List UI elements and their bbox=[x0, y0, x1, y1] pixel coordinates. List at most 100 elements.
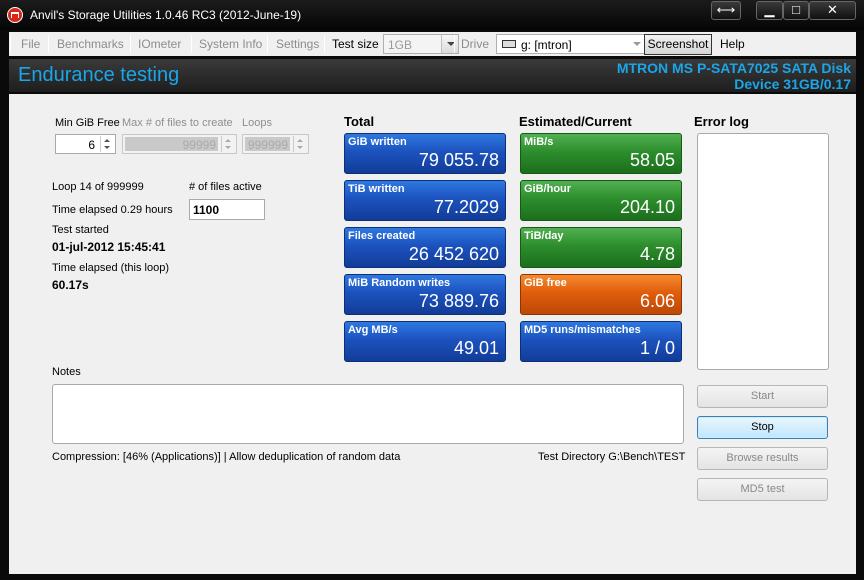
min-gib-free-value: 6 bbox=[88, 138, 95, 152]
estimated-heading: Estimated/Current bbox=[519, 114, 632, 129]
test-size-value: 1GB bbox=[388, 38, 413, 52]
min-gib-free-label: Min GiB Free bbox=[55, 117, 120, 129]
max-files-label: Max # of files to create bbox=[122, 117, 233, 129]
drive-select[interactable]: g: [mtron] bbox=[496, 34, 646, 54]
test-started-label: Test started bbox=[52, 224, 109, 236]
tile-value: 49.01 bbox=[453, 338, 499, 358]
device-info: Device 31GB/0.17 bbox=[734, 76, 851, 92]
files-active-field: 1100 bbox=[189, 199, 265, 220]
tile-label: GiB written bbox=[348, 136, 407, 148]
tile-mib-per-sec: MiB/s 58.05 bbox=[520, 133, 682, 174]
error-log-box[interactable] bbox=[697, 133, 829, 370]
page-header: Endurance testing MTRON MS P-SATA7025 SA… bbox=[9, 59, 856, 92]
tile-gib-per-hour: GiB/hour 204.10 bbox=[520, 180, 682, 221]
loops-value: 999999 bbox=[247, 138, 288, 152]
window-title: Anvil's Storage Utilities 1.0.46 RC3 (20… bbox=[30, 8, 302, 22]
app-icon[interactable] bbox=[7, 7, 23, 23]
tile-label: TiB written bbox=[348, 183, 405, 195]
max-files-stepper[interactable]: 99999 bbox=[122, 134, 237, 154]
page-title: Endurance testing bbox=[18, 64, 180, 86]
browse-results-button[interactable]: Browse results bbox=[697, 447, 828, 470]
menu-bar: File Benchmarks IOmeter System Info Sett… bbox=[9, 32, 856, 56]
start-button[interactable]: Start bbox=[697, 385, 828, 408]
files-active-label: # of files active bbox=[189, 181, 262, 193]
menu-separator bbox=[191, 35, 192, 53]
screenshot-button[interactable]: Screenshot bbox=[644, 34, 712, 55]
chevron-down-icon[interactable] bbox=[441, 35, 458, 53]
device-name: MTRON MS P-SATA7025 SATA Disk bbox=[616, 60, 851, 76]
menu-file[interactable]: File bbox=[21, 37, 41, 51]
tile-tib-per-day: TiB/day 4.78 bbox=[520, 227, 682, 268]
tile-value: 6.06 bbox=[639, 291, 675, 311]
compression-info: Compression: [46% (Applications)] | Allo… bbox=[52, 451, 401, 463]
title-bar: Anvil's Storage Utilities 1.0.46 RC3 (20… bbox=[0, 0, 864, 30]
tile-label: Files created bbox=[348, 230, 416, 242]
tile-value: 77.2029 bbox=[433, 197, 499, 217]
tile-label: GiB free bbox=[524, 277, 567, 289]
test-size-label: Test size bbox=[332, 37, 379, 51]
loop-elapsed-value: 60.17s bbox=[52, 278, 89, 292]
tile-label: Avg MB/s bbox=[348, 324, 398, 336]
tile-value: 26 452 620 bbox=[408, 244, 499, 264]
spin-arrows-icon[interactable] bbox=[100, 136, 114, 152]
spin-arrows-icon[interactable] bbox=[293, 136, 307, 152]
error-log-heading: Error log bbox=[694, 114, 749, 129]
tile-value: 1 / 0 bbox=[639, 338, 675, 358]
tile-gib-written: GiB written 79 055.78 bbox=[344, 133, 506, 174]
loops-label: Loops bbox=[242, 117, 272, 129]
max-files-value: 99999 bbox=[182, 138, 216, 152]
files-active-value: 1100 bbox=[193, 203, 220, 217]
menu-separator bbox=[324, 35, 325, 53]
menu-separator bbox=[267, 35, 268, 53]
loop-elapsed-label: Time elapsed (this loop) bbox=[52, 262, 169, 274]
test-started-value: 01-jul-2012 15:45:41 bbox=[52, 240, 166, 254]
tile-label: MiB/s bbox=[524, 136, 554, 148]
drive-label: Drive bbox=[461, 37, 490, 51]
tile-files-created: Files created 26 452 620 bbox=[344, 227, 506, 268]
chevron-down-icon[interactable] bbox=[628, 35, 645, 53]
tile-md5-runs: MD5 runs/mismatches 1 / 0 bbox=[520, 321, 682, 362]
tile-value: 4.78 bbox=[639, 244, 675, 264]
tile-avg-mbs: Avg MB/s 49.01 bbox=[344, 321, 506, 362]
time-elapsed: Time elapsed 0.29 hours bbox=[52, 204, 173, 216]
menu-system-info[interactable]: System Info bbox=[199, 37, 263, 51]
loops-stepper[interactable]: 999999 bbox=[242, 134, 309, 154]
md5-test-button[interactable]: MD5 test bbox=[697, 478, 828, 501]
tile-label: GiB/hour bbox=[524, 183, 572, 195]
menu-help[interactable]: Help bbox=[720, 37, 745, 51]
close-icon[interactable]: ✕ bbox=[809, 1, 856, 20]
menu-settings[interactable]: Settings bbox=[276, 37, 320, 51]
stop-button[interactable]: Stop bbox=[697, 416, 828, 439]
tile-value: 204.10 bbox=[619, 197, 675, 217]
menu-benchmarks[interactable]: Benchmarks bbox=[57, 37, 124, 51]
spin-arrows-icon[interactable] bbox=[221, 136, 235, 152]
main-panel: Min GiB Free Max # of files to create Lo… bbox=[9, 94, 856, 574]
tile-gib-free: GiB free 6.06 bbox=[520, 274, 682, 315]
tile-value: 79 055.78 bbox=[418, 150, 499, 170]
tile-value: 58.05 bbox=[629, 150, 675, 170]
resize-arrows-icon[interactable]: ⟷ bbox=[711, 1, 741, 20]
tile-tib-written: TiB written 77.2029 bbox=[344, 180, 506, 221]
notes-label: Notes bbox=[52, 366, 81, 378]
drive-value: g: [mtron] bbox=[521, 38, 572, 52]
tile-label: MD5 runs/mismatches bbox=[524, 324, 641, 336]
menu-separator bbox=[454, 35, 455, 53]
menu-separator bbox=[130, 35, 131, 53]
menu-separator bbox=[48, 35, 49, 53]
min-gib-free-stepper[interactable]: 6 bbox=[55, 134, 116, 154]
maximize-icon[interactable]: □ bbox=[783, 1, 809, 20]
minimize-icon[interactable]: ▁ bbox=[756, 1, 783, 20]
tile-mib-random-writes: MiB Random writes 73 889.76 bbox=[344, 274, 506, 315]
menu-iometer[interactable]: IOmeter bbox=[138, 37, 182, 51]
menu-separator bbox=[10, 35, 11, 53]
loop-counter: Loop 14 of 999999 bbox=[52, 181, 144, 193]
notes-textarea[interactable] bbox=[52, 384, 684, 444]
test-directory: Test Directory G:\Bench\TEST bbox=[538, 451, 686, 463]
tile-label: MiB Random writes bbox=[348, 277, 451, 289]
test-size-select[interactable]: 1GB bbox=[383, 34, 459, 54]
total-heading: Total bbox=[344, 114, 375, 129]
drive-icon bbox=[502, 40, 516, 48]
tile-value: 73 889.76 bbox=[418, 291, 499, 311]
tile-label: TiB/day bbox=[524, 230, 564, 242]
